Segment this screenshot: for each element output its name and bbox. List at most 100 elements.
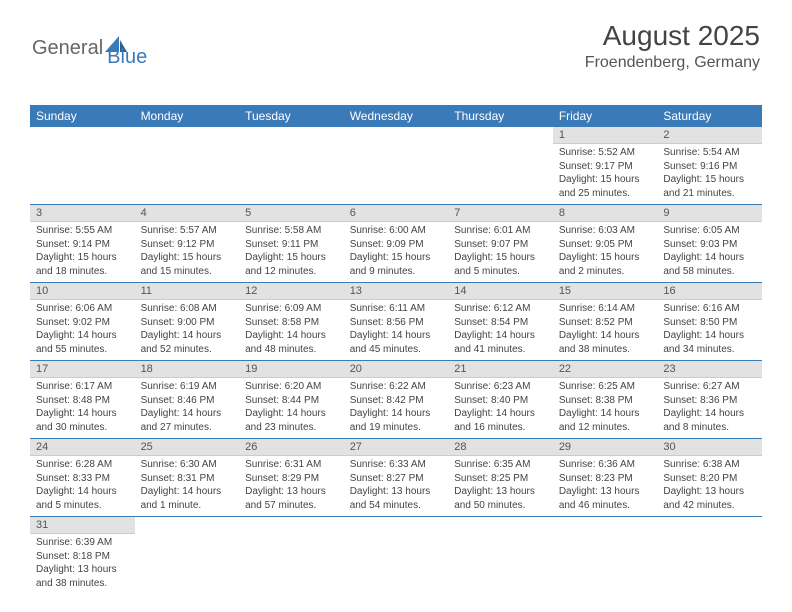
day-number: 5 bbox=[239, 205, 344, 222]
calendar-cell: 27Sunrise: 6:33 AMSunset: 8:27 PMDayligh… bbox=[344, 439, 449, 517]
day-number: 15 bbox=[553, 283, 658, 300]
day-details: Sunrise: 6:38 AMSunset: 8:20 PMDaylight:… bbox=[657, 456, 762, 516]
day-details: Sunrise: 6:36 AMSunset: 8:23 PMDaylight:… bbox=[553, 456, 658, 516]
day-number: 29 bbox=[553, 439, 658, 456]
calendar-body: 1Sunrise: 5:52 AMSunset: 9:17 PMDaylight… bbox=[30, 127, 762, 594]
weekday-header: Monday bbox=[135, 105, 240, 127]
calendar-cell: 30Sunrise: 6:38 AMSunset: 8:20 PMDayligh… bbox=[657, 439, 762, 517]
weekday-header: Friday bbox=[553, 105, 658, 127]
day-details: Sunrise: 6:11 AMSunset: 8:56 PMDaylight:… bbox=[344, 300, 449, 360]
day-details: Sunrise: 6:22 AMSunset: 8:42 PMDaylight:… bbox=[344, 378, 449, 438]
day-details: Sunrise: 6:06 AMSunset: 9:02 PMDaylight:… bbox=[30, 300, 135, 360]
day-number: 27 bbox=[344, 439, 449, 456]
day-number: 18 bbox=[135, 361, 240, 378]
calendar-cell: 5Sunrise: 5:58 AMSunset: 9:11 PMDaylight… bbox=[239, 205, 344, 283]
weekday-header: Tuesday bbox=[239, 105, 344, 127]
day-details: Sunrise: 6:35 AMSunset: 8:25 PMDaylight:… bbox=[448, 456, 553, 516]
day-number: 24 bbox=[30, 439, 135, 456]
weekday-header: Thursday bbox=[448, 105, 553, 127]
calendar-cell-empty bbox=[239, 127, 344, 205]
calendar-cell: 13Sunrise: 6:11 AMSunset: 8:56 PMDayligh… bbox=[344, 283, 449, 361]
calendar-row: 10Sunrise: 6:06 AMSunset: 9:02 PMDayligh… bbox=[30, 283, 762, 361]
day-number: 7 bbox=[448, 205, 553, 222]
calendar-cell: 4Sunrise: 5:57 AMSunset: 9:12 PMDaylight… bbox=[135, 205, 240, 283]
day-details: Sunrise: 6:19 AMSunset: 8:46 PMDaylight:… bbox=[135, 378, 240, 438]
calendar-cell: 28Sunrise: 6:35 AMSunset: 8:25 PMDayligh… bbox=[448, 439, 553, 517]
day-details: Sunrise: 5:57 AMSunset: 9:12 PMDaylight:… bbox=[135, 222, 240, 282]
day-number: 2 bbox=[657, 127, 762, 144]
day-number: 19 bbox=[239, 361, 344, 378]
day-details: Sunrise: 6:33 AMSunset: 8:27 PMDaylight:… bbox=[344, 456, 449, 516]
day-details: Sunrise: 6:00 AMSunset: 9:09 PMDaylight:… bbox=[344, 222, 449, 282]
calendar-cell: 16Sunrise: 6:16 AMSunset: 8:50 PMDayligh… bbox=[657, 283, 762, 361]
calendar-cell: 20Sunrise: 6:22 AMSunset: 8:42 PMDayligh… bbox=[344, 361, 449, 439]
day-number: 26 bbox=[239, 439, 344, 456]
calendar-table: SundayMondayTuesdayWednesdayThursdayFrid… bbox=[30, 105, 762, 594]
calendar-row: 1Sunrise: 5:52 AMSunset: 9:17 PMDaylight… bbox=[30, 127, 762, 205]
calendar-cell: 19Sunrise: 6:20 AMSunset: 8:44 PMDayligh… bbox=[239, 361, 344, 439]
day-number: 14 bbox=[448, 283, 553, 300]
day-number: 21 bbox=[448, 361, 553, 378]
calendar-cell: 18Sunrise: 6:19 AMSunset: 8:46 PMDayligh… bbox=[135, 361, 240, 439]
day-details: Sunrise: 6:31 AMSunset: 8:29 PMDaylight:… bbox=[239, 456, 344, 516]
day-details: Sunrise: 6:05 AMSunset: 9:03 PMDaylight:… bbox=[657, 222, 762, 282]
day-number: 20 bbox=[344, 361, 449, 378]
calendar-cell-empty bbox=[344, 517, 449, 595]
day-details: Sunrise: 6:01 AMSunset: 9:07 PMDaylight:… bbox=[448, 222, 553, 282]
day-details: Sunrise: 6:09 AMSunset: 8:58 PMDaylight:… bbox=[239, 300, 344, 360]
logo-text-1: General bbox=[32, 37, 103, 60]
calendar-cell-empty bbox=[135, 127, 240, 205]
day-number: 6 bbox=[344, 205, 449, 222]
day-number: 17 bbox=[30, 361, 135, 378]
day-details: Sunrise: 6:27 AMSunset: 8:36 PMDaylight:… bbox=[657, 378, 762, 438]
calendar-cell-empty bbox=[135, 517, 240, 595]
calendar-cell: 31Sunrise: 6:39 AMSunset: 8:18 PMDayligh… bbox=[30, 517, 135, 595]
calendar-cell: 14Sunrise: 6:12 AMSunset: 8:54 PMDayligh… bbox=[448, 283, 553, 361]
calendar-cell: 2Sunrise: 5:54 AMSunset: 9:16 PMDaylight… bbox=[657, 127, 762, 205]
calendar-cell: 23Sunrise: 6:27 AMSunset: 8:36 PMDayligh… bbox=[657, 361, 762, 439]
day-details: Sunrise: 5:52 AMSunset: 9:17 PMDaylight:… bbox=[553, 144, 658, 204]
day-number: 9 bbox=[657, 205, 762, 222]
day-number: 23 bbox=[657, 361, 762, 378]
weekday-header-row: SundayMondayTuesdayWednesdayThursdayFrid… bbox=[30, 105, 762, 127]
weekday-header: Sunday bbox=[30, 105, 135, 127]
calendar-cell-empty bbox=[239, 517, 344, 595]
day-details: Sunrise: 6:17 AMSunset: 8:48 PMDaylight:… bbox=[30, 378, 135, 438]
day-number: 28 bbox=[448, 439, 553, 456]
calendar-cell: 17Sunrise: 6:17 AMSunset: 8:48 PMDayligh… bbox=[30, 361, 135, 439]
day-number: 3 bbox=[30, 205, 135, 222]
logo-text-2: Blue bbox=[107, 46, 147, 69]
calendar-row: 31Sunrise: 6:39 AMSunset: 8:18 PMDayligh… bbox=[30, 517, 762, 595]
day-details: Sunrise: 5:55 AMSunset: 9:14 PMDaylight:… bbox=[30, 222, 135, 282]
day-number: 22 bbox=[553, 361, 658, 378]
calendar-row: 24Sunrise: 6:28 AMSunset: 8:33 PMDayligh… bbox=[30, 439, 762, 517]
day-details: Sunrise: 6:30 AMSunset: 8:31 PMDaylight:… bbox=[135, 456, 240, 516]
day-number: 16 bbox=[657, 283, 762, 300]
calendar-cell: 25Sunrise: 6:30 AMSunset: 8:31 PMDayligh… bbox=[135, 439, 240, 517]
day-details: Sunrise: 6:25 AMSunset: 8:38 PMDaylight:… bbox=[553, 378, 658, 438]
day-details: Sunrise: 6:16 AMSunset: 8:50 PMDaylight:… bbox=[657, 300, 762, 360]
calendar-cell: 24Sunrise: 6:28 AMSunset: 8:33 PMDayligh… bbox=[30, 439, 135, 517]
calendar-cell: 12Sunrise: 6:09 AMSunset: 8:58 PMDayligh… bbox=[239, 283, 344, 361]
month-title: August 2025 bbox=[585, 20, 760, 52]
calendar-cell: 11Sunrise: 6:08 AMSunset: 9:00 PMDayligh… bbox=[135, 283, 240, 361]
calendar-cell: 10Sunrise: 6:06 AMSunset: 9:02 PMDayligh… bbox=[30, 283, 135, 361]
calendar-cell: 7Sunrise: 6:01 AMSunset: 9:07 PMDaylight… bbox=[448, 205, 553, 283]
page-header: August 2025 Froendenberg, Germany bbox=[585, 20, 760, 72]
calendar-cell: 26Sunrise: 6:31 AMSunset: 8:29 PMDayligh… bbox=[239, 439, 344, 517]
day-number: 1 bbox=[553, 127, 658, 144]
day-number: 12 bbox=[239, 283, 344, 300]
calendar-row: 17Sunrise: 6:17 AMSunset: 8:48 PMDayligh… bbox=[30, 361, 762, 439]
calendar-cell-empty bbox=[448, 127, 553, 205]
calendar-row: 3Sunrise: 5:55 AMSunset: 9:14 PMDaylight… bbox=[30, 205, 762, 283]
calendar-cell-empty bbox=[657, 517, 762, 595]
calendar-cell-empty bbox=[344, 127, 449, 205]
day-details: Sunrise: 6:20 AMSunset: 8:44 PMDaylight:… bbox=[239, 378, 344, 438]
day-details: Sunrise: 6:14 AMSunset: 8:52 PMDaylight:… bbox=[553, 300, 658, 360]
calendar-cell: 1Sunrise: 5:52 AMSunset: 9:17 PMDaylight… bbox=[553, 127, 658, 205]
day-details: Sunrise: 6:28 AMSunset: 8:33 PMDaylight:… bbox=[30, 456, 135, 516]
day-number: 30 bbox=[657, 439, 762, 456]
day-details: Sunrise: 6:03 AMSunset: 9:05 PMDaylight:… bbox=[553, 222, 658, 282]
weekday-header: Saturday bbox=[657, 105, 762, 127]
calendar-cell: 15Sunrise: 6:14 AMSunset: 8:52 PMDayligh… bbox=[553, 283, 658, 361]
